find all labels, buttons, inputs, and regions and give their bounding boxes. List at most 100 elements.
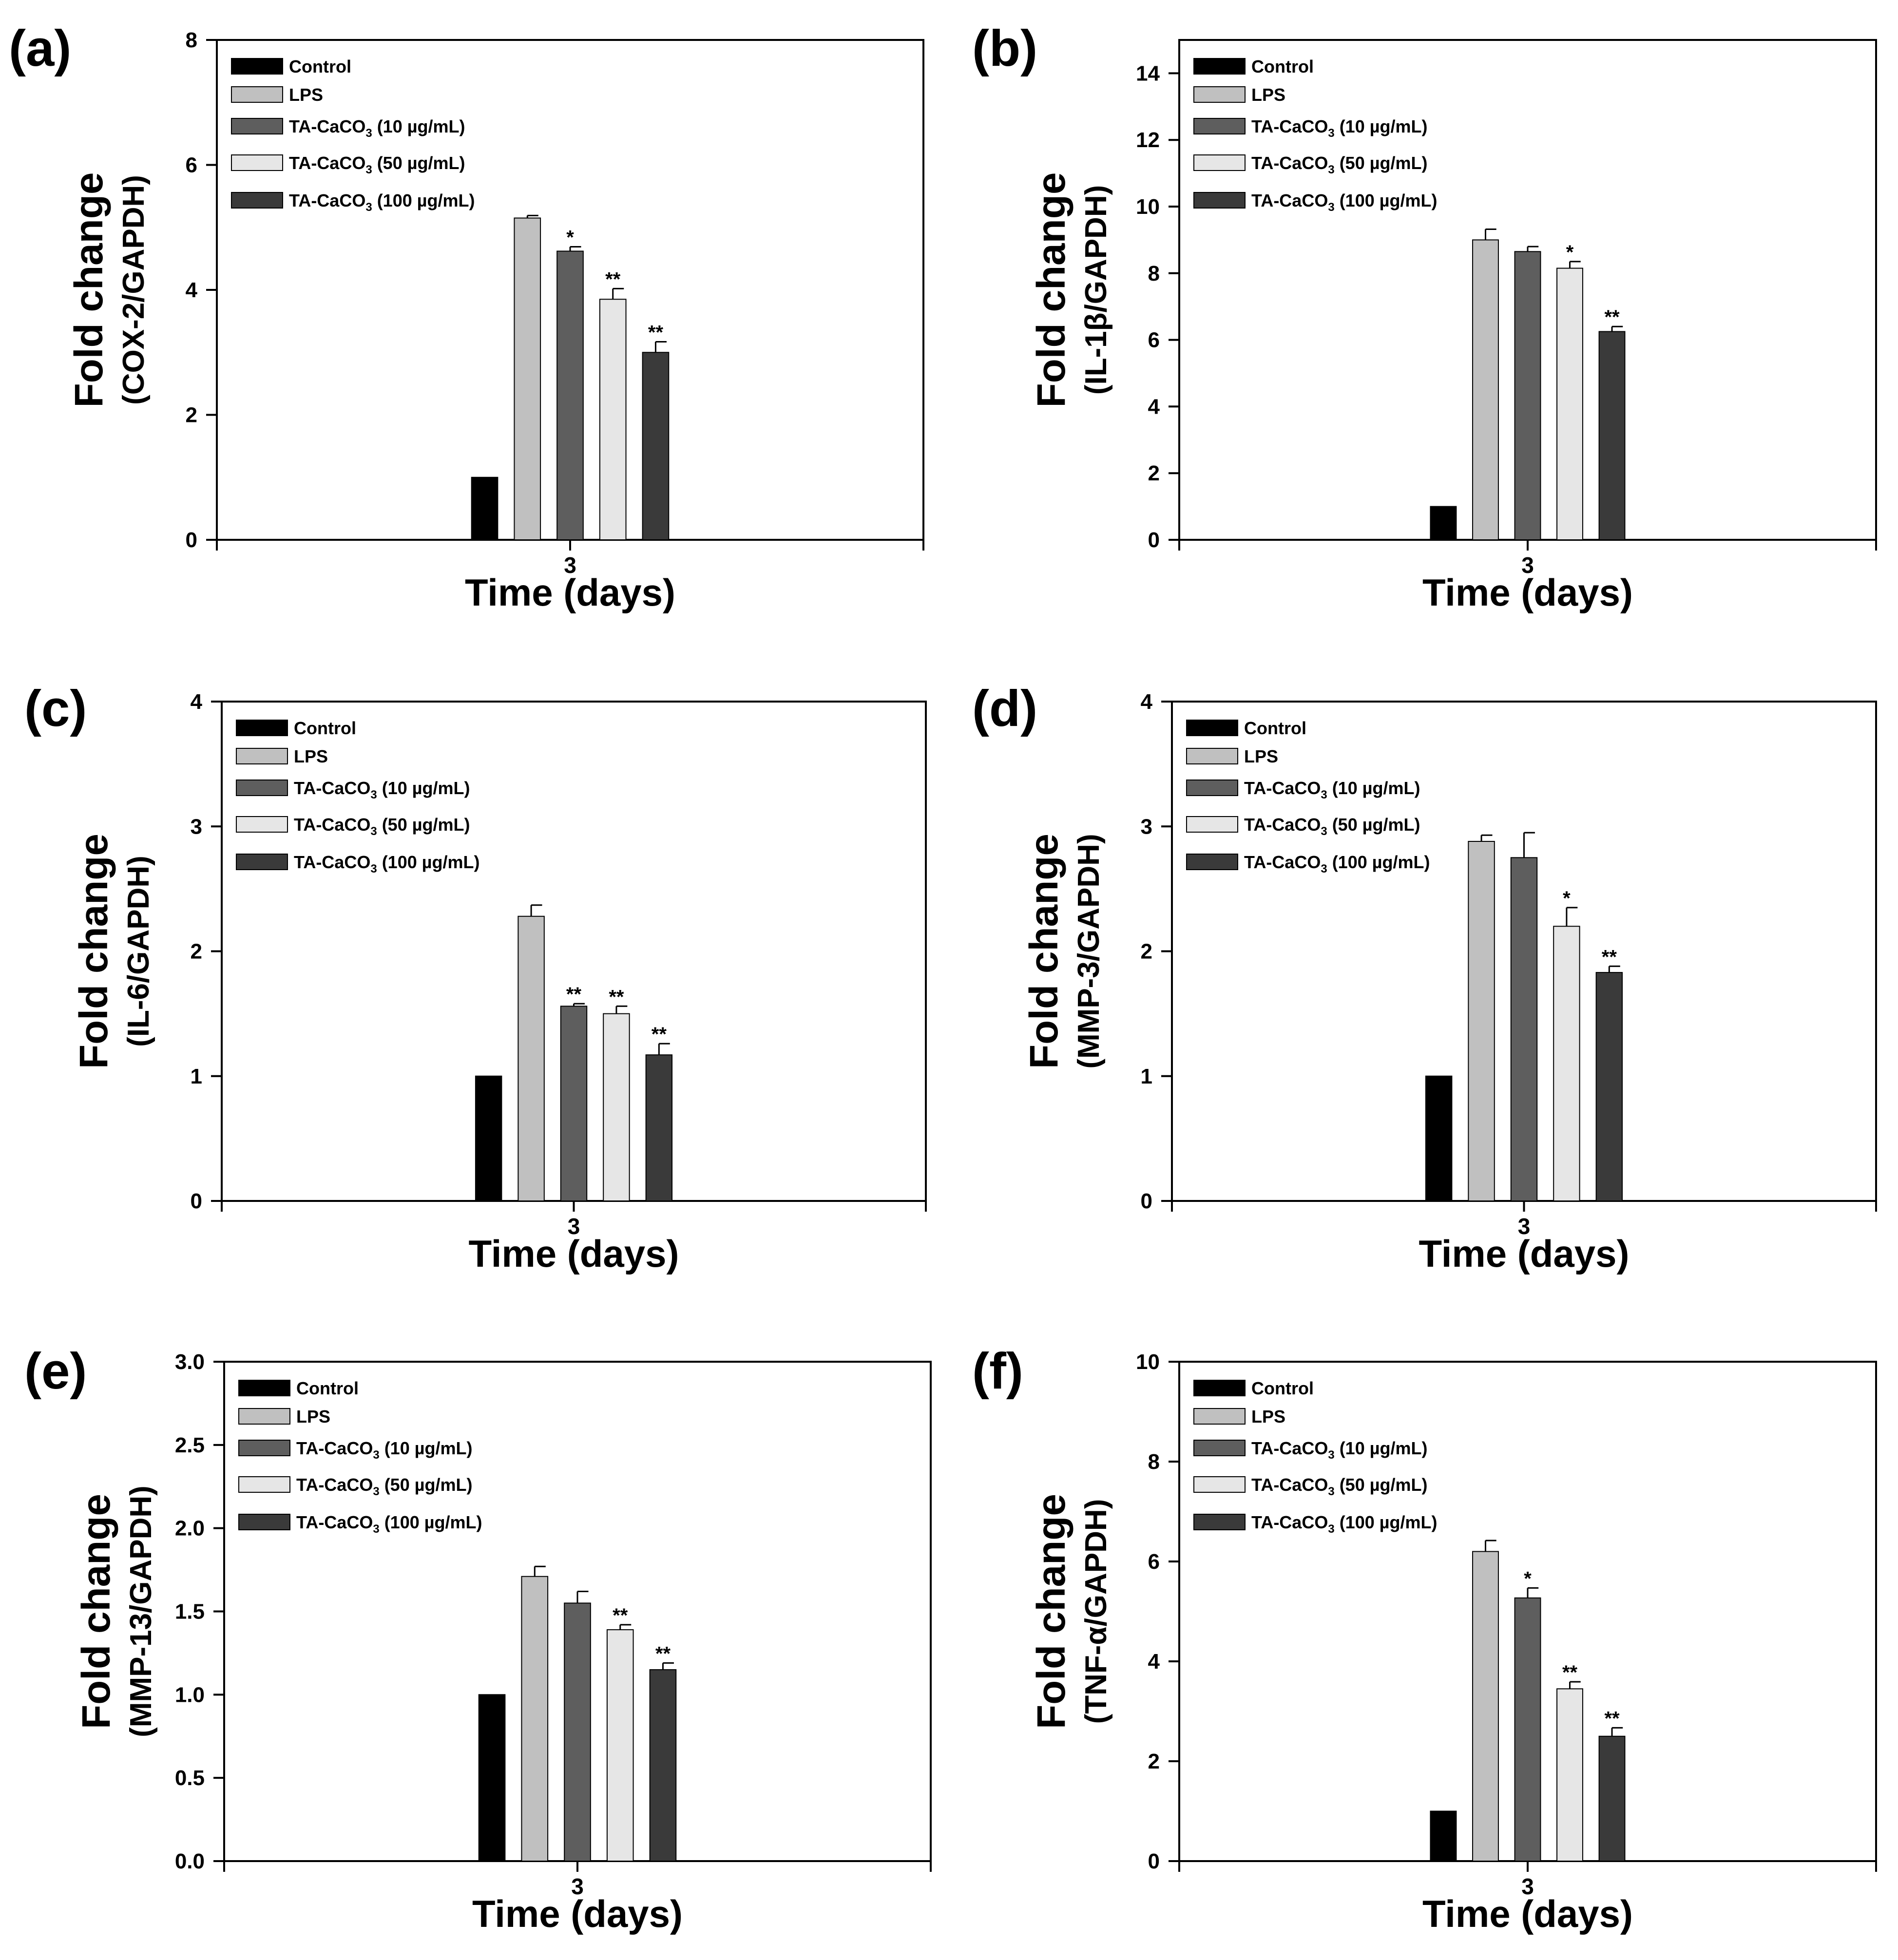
legend-swatch — [238, 1514, 290, 1530]
y-tick-label: 0 — [191, 1189, 202, 1213]
y-tick-label: 1.0 — [175, 1683, 205, 1707]
legend-swatch — [231, 58, 283, 75]
legend-swatch — [231, 86, 283, 103]
legend-swatch — [1186, 720, 1238, 736]
legend-swatch — [1193, 154, 1246, 171]
legend-swatch — [1193, 1440, 1246, 1456]
y-tick-label: 14 — [1136, 61, 1160, 85]
significance-marker: * — [1524, 1568, 1532, 1589]
y-axis-title: Fold change — [67, 172, 111, 408]
bar-4 — [1553, 926, 1580, 1201]
y-tick-label: 6 — [186, 153, 197, 177]
legend-swatch — [236, 816, 288, 833]
y-tick-label: 0 — [1148, 528, 1160, 552]
bar-1 — [1430, 506, 1457, 540]
legend: Control LPS TA-CaCO3 (10 µg/mL) TA-CaCO3 (5… — [236, 718, 479, 875]
legend-label: TA-CaCO3 (50 µg/mL) — [1244, 815, 1420, 838]
legend-swatch — [236, 748, 288, 764]
y-tick-label: 4 — [1148, 1650, 1160, 1674]
legend-swatch — [1193, 86, 1246, 103]
legend-label: Control — [294, 718, 356, 738]
legend: Control LPS TA-CaCO3 (10 µg/mL) TA-CaCO3 (5… — [231, 57, 475, 214]
significance-marker: ** — [605, 268, 621, 290]
legend-swatch — [231, 118, 283, 134]
legend-label: TA-CaCO3 (100 µg/mL) — [1251, 190, 1437, 214]
bar-4 — [1556, 267, 1583, 540]
y-tick-label: 0.0 — [175, 1849, 205, 1873]
legend-label: TA-CaCO3 (50 µg/mL) — [1251, 1475, 1427, 1498]
legend: Control LPS TA-CaCO3 (10 µg/mL) TA-CaCO3 (5… — [1186, 718, 1430, 875]
significance-marker: ** — [609, 986, 624, 1008]
legend-swatch — [1193, 1408, 1246, 1425]
y-tick-label: 2.0 — [175, 1517, 205, 1541]
y-tick-label: 2 — [191, 940, 202, 964]
legend-label: LPS — [1251, 85, 1285, 105]
legend-swatch — [238, 1476, 290, 1493]
y-tick-label: 4 — [191, 690, 203, 714]
significance-marker: ** — [1562, 1662, 1578, 1683]
significance-marker: ** — [1604, 1708, 1620, 1729]
y-axis-title: Fold change — [1029, 172, 1074, 408]
x-tick-label: 3 — [568, 1214, 580, 1239]
legend-swatch — [238, 1440, 290, 1456]
legend-swatch — [231, 154, 283, 171]
legend-label: Control — [1244, 718, 1306, 738]
legend-swatch — [236, 854, 288, 870]
y-tick-label: 2.5 — [175, 1433, 205, 1457]
x-axis-title: Time (days) — [1419, 1232, 1629, 1275]
legend-swatch — [236, 780, 288, 796]
significance-marker: ** — [1604, 306, 1620, 328]
y-axis-title: Fold change — [1022, 834, 1066, 1069]
bar-3 — [564, 1602, 591, 1862]
y-axis-title: Fold change — [1029, 1494, 1074, 1729]
bar-3 — [1510, 857, 1538, 1201]
legend-swatch — [1193, 1476, 1246, 1493]
bar-4 — [599, 299, 627, 540]
legend-label: Control — [1251, 57, 1314, 76]
y-axis-subtitle: (COX-2/GAPDH) — [117, 175, 151, 405]
bar-1 — [471, 476, 498, 540]
x-axis-title: Time (days) — [465, 571, 675, 614]
legend-label: LPS — [296, 1407, 330, 1427]
y-tick-label: 6 — [1148, 1550, 1160, 1574]
bar-2 — [518, 915, 545, 1201]
y-axis-subtitle: (TNF-α/GAPDH) — [1079, 1499, 1113, 1724]
y-axis-subtitle: (IL-6/GAPDH) — [122, 856, 155, 1047]
y-tick-label: 8 — [186, 28, 197, 52]
x-axis-title: Time (days) — [1422, 571, 1633, 614]
legend-swatch — [1186, 780, 1238, 796]
legend-label: Control — [289, 57, 351, 76]
y-tick-label: 10 — [1136, 195, 1160, 219]
y-tick-label: 3 — [1141, 815, 1152, 838]
legend: Control LPS TA-CaCO3 (10 µg/mL) TA-CaCO3 (5… — [238, 1378, 482, 1536]
bar-2 — [1472, 1551, 1499, 1862]
y-tick-label: 2 — [1141, 940, 1152, 964]
legend-label: TA-CaCO3 (10 µg/mL) — [1251, 1438, 1427, 1462]
bar-2 — [521, 1576, 549, 1862]
legend-label: TA-CaCO3 (50 µg/mL) — [294, 815, 470, 838]
y-axis-subtitle: (MMP-13/GAPDH) — [124, 1485, 158, 1737]
bar-1 — [1425, 1075, 1453, 1201]
bar-3 — [1514, 251, 1541, 540]
y-tick-label: 3 — [191, 815, 202, 838]
bar-3 — [1514, 1597, 1541, 1862]
y-tick-label: 1.5 — [175, 1600, 205, 1624]
y-tick-label: 6 — [1148, 328, 1160, 352]
bar-5 — [1595, 972, 1623, 1201]
panel-letter: (d) — [972, 680, 1037, 737]
bar-3 — [560, 1006, 588, 1201]
y-tick-label: 8 — [1148, 262, 1160, 285]
legend-label: LPS — [289, 85, 323, 105]
x-axis-title: Time (days) — [1422, 1892, 1633, 1935]
legend-swatch — [231, 192, 283, 209]
significance-marker: ** — [1602, 946, 1617, 968]
y-tick-label: 2 — [1148, 461, 1160, 485]
bar-2 — [1468, 841, 1495, 1201]
bar-2 — [1472, 239, 1499, 540]
y-axis-subtitle: (IL-1β/GAPDH) — [1079, 185, 1113, 395]
x-tick-label: 3 — [564, 552, 576, 578]
